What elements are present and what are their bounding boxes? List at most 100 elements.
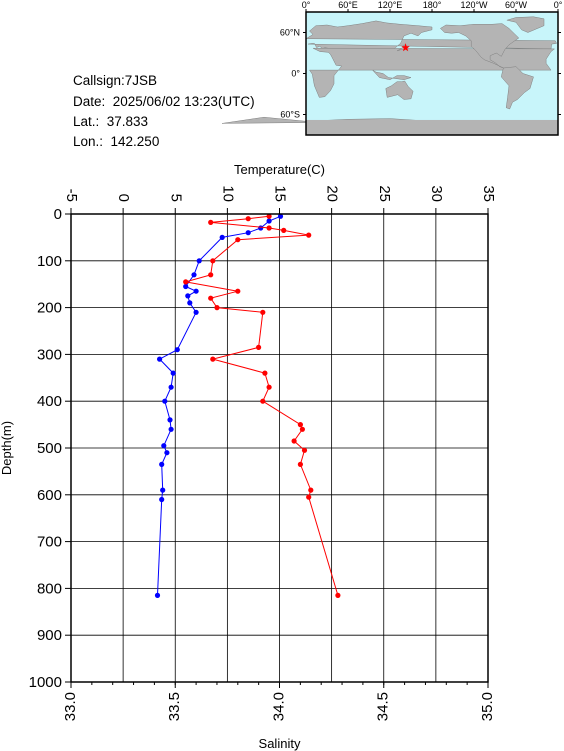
- temperature-point: [164, 450, 170, 456]
- temperature-point: [154, 592, 161, 599]
- salinity-point: [301, 447, 308, 453]
- plot-frame: [70, 213, 489, 683]
- info-lon: Lon.: 142.250: [73, 134, 160, 149]
- salinity-point: [235, 237, 241, 243]
- salinity-point: [210, 356, 216, 362]
- temperature-axis-label: Temperature(C): [234, 162, 325, 177]
- temperature-point: [183, 283, 189, 290]
- station-marker: [401, 43, 410, 52]
- map-lat-label: 60°N: [280, 28, 300, 38]
- temperature-point: [157, 356, 163, 362]
- temperature-point: [187, 300, 193, 306]
- land-australia: [385, 80, 414, 100]
- depth-tick-label: 700: [37, 534, 62, 551]
- depth-tick-label: 300: [37, 346, 62, 363]
- temperature-point: [159, 496, 165, 503]
- land-africa: [309, 47, 556, 98]
- depth-tick-label: 200: [37, 300, 62, 317]
- map-lat-label: 60°S: [280, 110, 300, 120]
- salinity-tick-label: 34.5: [375, 692, 392, 721]
- map-lon-label: 120°E: [378, 0, 403, 10]
- map-lon-label: 180°: [423, 0, 442, 10]
- depth-tick-label: 500: [37, 440, 62, 457]
- depth-tick-label: 800: [37, 580, 62, 597]
- salinity-point: [266, 225, 272, 231]
- temperature-point: [185, 293, 191, 299]
- salinity-point: [299, 426, 305, 432]
- salinity-point: [208, 295, 214, 301]
- location-map: 0° 60°E 120°E 180° 120°W 60°W 0° 60°N 0° 60°S: [221, 0, 563, 136]
- salinity-point: [266, 213, 272, 219]
- temperature-point: [258, 225, 264, 231]
- temperature-point: [167, 417, 173, 423]
- salinity-point: [297, 461, 303, 467]
- map-lon-label: 60°W: [505, 0, 528, 10]
- temperature-tick-label: 25: [376, 185, 393, 202]
- depth-tick-label: 900: [37, 627, 62, 644]
- salinity-point: [260, 309, 266, 315]
- temperature-tick-label: -5: [63, 189, 80, 202]
- depth-tick-label: 1000: [29, 674, 62, 691]
- salinity-point: [183, 279, 189, 285]
- temperature-point: [159, 461, 165, 467]
- temperature-point: [266, 218, 272, 224]
- temperature-point: [160, 487, 166, 493]
- land-north-america: [439, 23, 520, 69]
- salinity-point: [208, 272, 214, 278]
- salinity-point: [297, 422, 303, 428]
- temperature-tick-label: 15: [272, 185, 289, 202]
- temperature-point: [170, 370, 176, 376]
- salinity-point: [208, 219, 214, 225]
- salinity-point: [281, 227, 287, 233]
- salinity-point: [262, 370, 268, 376]
- depth-tick-label: 100: [37, 253, 62, 270]
- map-lon-label: 0°: [554, 0, 563, 10]
- depth-tick-label: 600: [37, 487, 62, 504]
- temperature-point: [277, 213, 284, 219]
- salinity-tick-label: 34.0: [270, 692, 287, 721]
- info-date: Date: 2025/06/02 13:23(UTC): [73, 94, 255, 109]
- land-antarctica-strip: [306, 119, 558, 135]
- salinity-point: [260, 398, 266, 404]
- salinity-point: [291, 438, 297, 444]
- temperature-point: [193, 288, 199, 294]
- depth-tick-label: 0: [54, 206, 62, 223]
- salinity-point: [306, 232, 312, 238]
- temperature-tick-label: 0: [115, 194, 132, 202]
- map-lat-label: 0°: [291, 69, 300, 79]
- salinity-point: [245, 216, 251, 222]
- land-south-america: [501, 66, 534, 110]
- temperature-point: [168, 426, 174, 432]
- salinity-point: [210, 258, 216, 264]
- temperature-point: [191, 272, 197, 278]
- map-lon-label: 60°E: [338, 0, 358, 10]
- info-lat: Lat.: 37.833: [73, 114, 149, 129]
- salinity-point: [256, 344, 262, 350]
- salinity-point: [308, 487, 314, 493]
- salinity-point: [306, 494, 312, 500]
- temperature-point: [162, 398, 168, 404]
- salinity-point: [335, 592, 341, 599]
- temperature-tick-label: 20: [324, 185, 341, 202]
- temperature-point: [219, 234, 225, 240]
- depth-tick-label: 400: [37, 393, 62, 410]
- temperature-point: [168, 384, 174, 390]
- temperature-point: [193, 309, 199, 315]
- temperature-tick-label: 30: [428, 185, 445, 202]
- land-greenland: [505, 16, 545, 33]
- salinity-tick-label: 35.0: [479, 692, 496, 721]
- depth-axis-label: Depth(m): [0, 421, 14, 475]
- map-lon-label: 0°: [302, 0, 311, 10]
- temperature-tick-label: 5: [167, 194, 184, 202]
- info-callsign: Callsign:7JSB: [73, 73, 158, 88]
- salinity-tick-label: 33.0: [62, 692, 79, 721]
- temperature-point: [196, 258, 202, 264]
- temperature-point: [174, 347, 180, 353]
- salinity-tick-label: 33.5: [166, 692, 183, 721]
- land-indonesia: [372, 69, 412, 80]
- salinity-point: [214, 305, 220, 311]
- map-lon-label: 120°W: [460, 0, 488, 10]
- temperature-point: [161, 443, 167, 449]
